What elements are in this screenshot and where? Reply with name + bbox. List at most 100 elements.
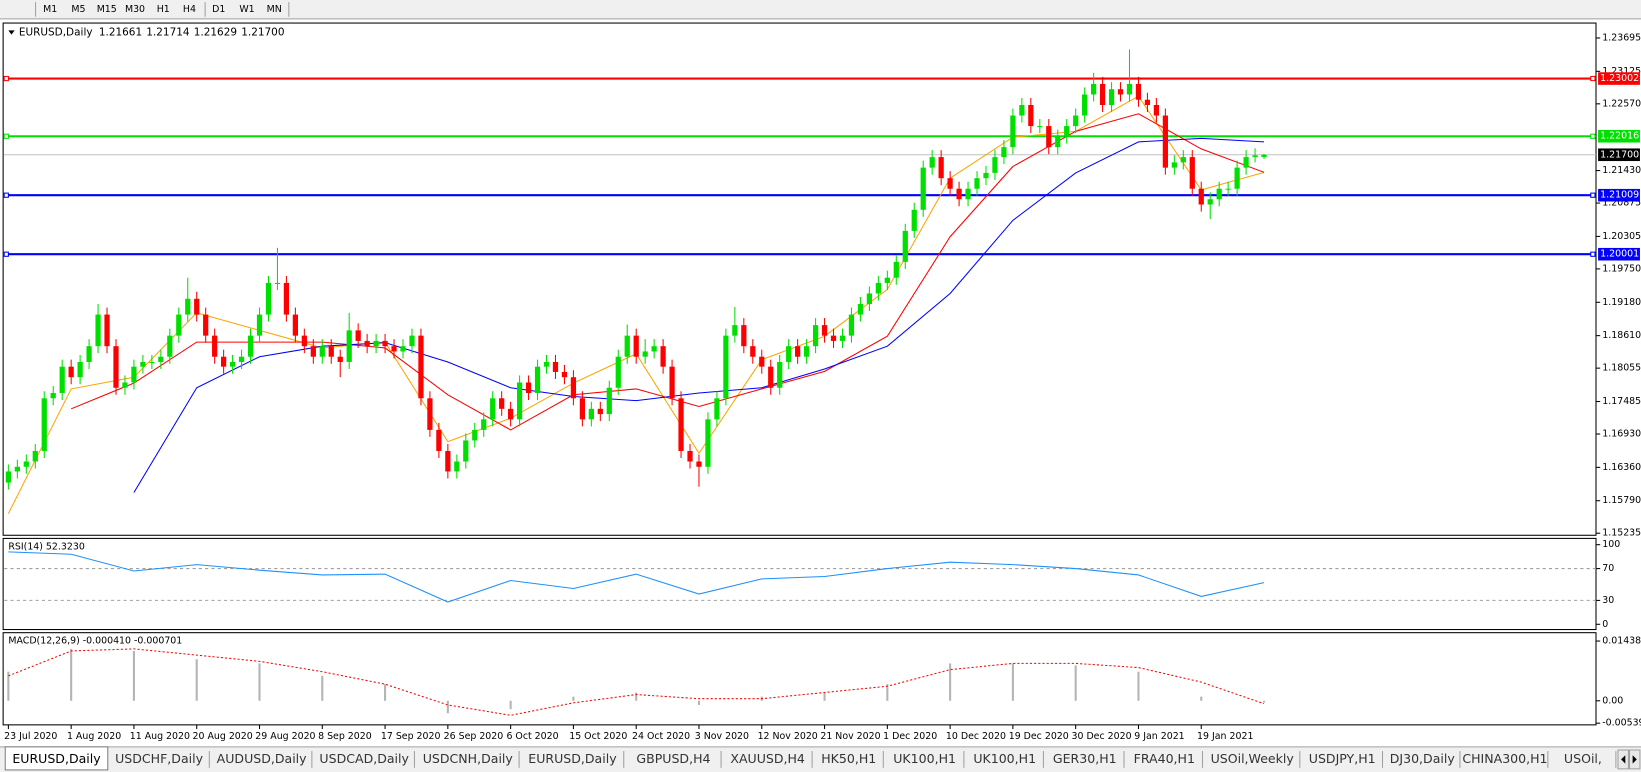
candle-body bbox=[777, 361, 783, 388]
y-tick-label: 1.20875 bbox=[1602, 198, 1641, 209]
level-price-box bbox=[1598, 247, 1640, 261]
tab[interactable]: CHINA300,H1 bbox=[1462, 751, 1547, 766]
level-price-label: 1.20001 bbox=[1600, 249, 1639, 260]
tab[interactable]: USOil,Weekly bbox=[1211, 751, 1295, 766]
current-price-box bbox=[1598, 148, 1640, 162]
candle-body bbox=[1198, 188, 1204, 205]
candle-body bbox=[41, 398, 47, 451]
collapse-arrow[interactable] bbox=[8, 30, 15, 35]
candle-body bbox=[23, 461, 29, 467]
x-tick-label: 1 Aug 2020 bbox=[67, 731, 121, 742]
x-tick-label: 10 Dec 2020 bbox=[946, 731, 1006, 742]
candle-body bbox=[247, 335, 254, 357]
timeframe-button[interactable]: W1 bbox=[239, 4, 254, 15]
y-tick-label: 1.21430 bbox=[1602, 165, 1641, 176]
tab[interactable]: USDCHF,Daily bbox=[115, 751, 203, 766]
tab[interactable]: DJ30,Daily bbox=[1390, 751, 1456, 766]
candle-body bbox=[1234, 167, 1240, 189]
candle-body bbox=[319, 346, 325, 357]
candle-body bbox=[1055, 136, 1061, 148]
candle-body bbox=[1082, 94, 1088, 116]
x-tick-label: 17 Sep 2020 bbox=[381, 731, 441, 742]
tab[interactable]: EURUSD,Daily bbox=[12, 751, 101, 766]
candle-body bbox=[95, 314, 101, 347]
timeframe-button[interactable]: M15 bbox=[97, 4, 117, 15]
x-tick-label: 8 Sep 2020 bbox=[318, 731, 372, 742]
x-tick-label: 21 Nov 2020 bbox=[820, 731, 880, 742]
candle-body bbox=[86, 346, 92, 362]
candle-body bbox=[1261, 154, 1267, 158]
level-price-box bbox=[1598, 129, 1640, 143]
level-price-box bbox=[1598, 72, 1640, 85]
tab[interactable]: USDCAD,Daily bbox=[319, 751, 409, 766]
tab[interactable]: UK100,H1 bbox=[893, 751, 956, 766]
candle-body bbox=[1189, 157, 1195, 189]
tab[interactable]: GBPUSD,H4 bbox=[636, 751, 710, 766]
candle-body bbox=[274, 282, 281, 285]
candle-body bbox=[1126, 83, 1133, 95]
candle-body bbox=[1252, 155, 1258, 158]
y-tick-label: 1.18055 bbox=[1602, 363, 1641, 374]
candle-body bbox=[1073, 115, 1079, 127]
timeframe-button[interactable]: D1 bbox=[212, 4, 225, 15]
candle-body bbox=[570, 377, 577, 399]
toolbar bbox=[0, 0, 1641, 19]
tab[interactable]: EURUSD,Daily bbox=[528, 751, 617, 766]
tab[interactable]: FRA40,H1 bbox=[1134, 751, 1195, 766]
candle-body bbox=[445, 450, 451, 472]
price-pane-frame bbox=[2, 22, 1597, 536]
chart-title: EURUSD,Daily bbox=[19, 26, 93, 38]
candle-body bbox=[786, 346, 792, 362]
candle-body bbox=[140, 361, 146, 367]
timeframe-button[interactable]: M5 bbox=[71, 4, 85, 15]
y-tick-label: 1.22570 bbox=[1602, 98, 1641, 109]
timeframe-button[interactable]: H4 bbox=[183, 4, 196, 15]
timeframe-button[interactable]: MN bbox=[267, 4, 282, 15]
candle-body bbox=[176, 314, 182, 336]
candle-body bbox=[490, 398, 496, 420]
y-tick-label: 30 bbox=[1602, 595, 1614, 606]
candle-body bbox=[212, 335, 218, 357]
candle-body bbox=[857, 304, 864, 315]
level-handle bbox=[1590, 251, 1596, 257]
candle-body bbox=[884, 277, 890, 283]
candle-body bbox=[292, 314, 298, 336]
candle-body bbox=[436, 429, 442, 451]
candle-body bbox=[1001, 147, 1007, 158]
candle-body bbox=[113, 346, 119, 388]
candle-body bbox=[588, 408, 594, 420]
timeframe-button[interactable]: H1 bbox=[157, 4, 170, 15]
timeframe-button[interactable]: M30 bbox=[125, 4, 145, 15]
tab[interactable]: USDCNH,Daily bbox=[423, 751, 514, 766]
candle-body bbox=[696, 461, 702, 467]
candle-body bbox=[534, 366, 541, 394]
candle-body bbox=[310, 346, 316, 357]
candle-body bbox=[499, 398, 505, 409]
header-high: 1.21714 bbox=[146, 26, 190, 38]
candle-body bbox=[956, 188, 962, 200]
candle-body bbox=[131, 366, 137, 383]
candle-body bbox=[992, 157, 998, 173]
candle-body bbox=[301, 335, 307, 347]
candle-body bbox=[1171, 162, 1177, 168]
tab[interactable]: UK100,H1 bbox=[973, 751, 1036, 766]
tab[interactable]: AUDUSD,Daily bbox=[217, 751, 308, 766]
candle-body bbox=[642, 351, 648, 357]
y-tick-label: 1.19750 bbox=[1602, 263, 1641, 274]
x-tick-label: 29 Aug 2020 bbox=[255, 731, 315, 742]
candle-body bbox=[1064, 126, 1070, 137]
candle-body bbox=[1019, 105, 1025, 116]
timeframe-button[interactable]: M1 bbox=[43, 4, 57, 15]
candle-body bbox=[463, 440, 469, 462]
candle-body bbox=[651, 346, 657, 352]
candle-body bbox=[481, 419, 487, 430]
tab[interactable]: XAUUSD,H4 bbox=[730, 751, 805, 766]
tab[interactable]: USOil, bbox=[1564, 751, 1602, 766]
tab[interactable]: USDJPY,H1 bbox=[1309, 751, 1376, 766]
candle-body bbox=[1108, 89, 1115, 106]
tab[interactable]: GER30,H1 bbox=[1053, 751, 1117, 766]
tab[interactable]: HK50,H1 bbox=[821, 751, 876, 766]
tab-bar bbox=[0, 746, 1641, 772]
candle-body bbox=[938, 157, 944, 179]
candle-body bbox=[373, 340, 379, 347]
